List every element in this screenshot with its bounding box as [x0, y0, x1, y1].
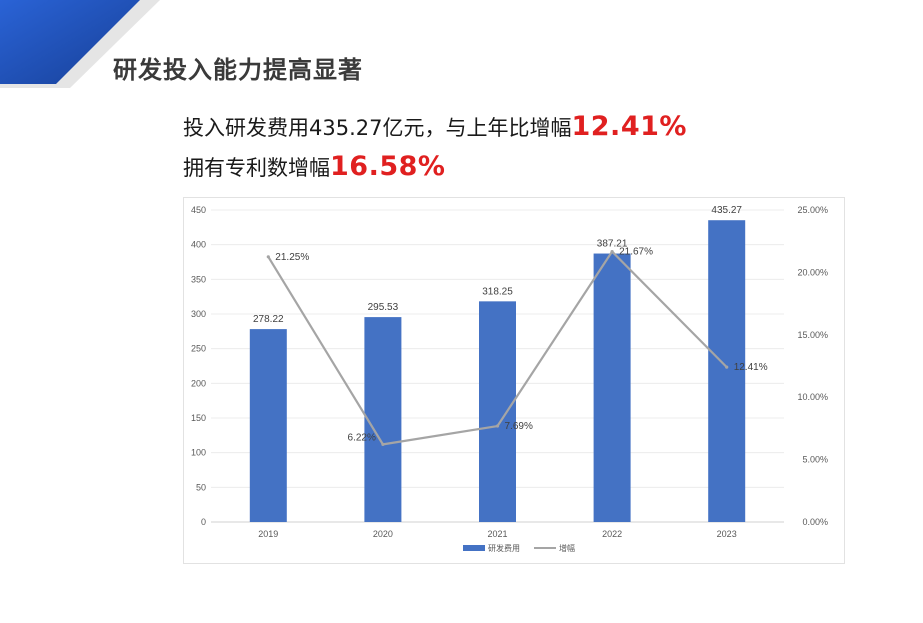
bar	[249, 329, 287, 522]
patent-headline: 拥有专利数增幅16.58%	[183, 151, 445, 182]
x-tick-label: 2023	[717, 529, 737, 539]
bar	[479, 301, 516, 522]
y-left-tick-label: 100	[191, 448, 206, 458]
y-right-tick-label: 10.00%	[797, 392, 828, 402]
growth-value-label: 12.41%	[734, 362, 768, 373]
bar-value-label: 318.25	[482, 286, 513, 297]
x-tick-label: 2021	[487, 529, 507, 539]
legend-line-label: 增幅	[559, 543, 575, 553]
y-left-tick-label: 350	[191, 274, 206, 284]
growth-value-label: 7.69%	[505, 421, 533, 432]
y-left-tick-label: 450	[191, 205, 206, 215]
y-left-tick-label: 200	[191, 378, 206, 388]
chart-svg: 0 50 100 150 200 250 300 350 400 450 0.00% 5.00% 10.…	[191, 205, 828, 553]
patent-text: 拥有专利数增幅	[183, 156, 330, 180]
y-right-tick-label: 25.00%	[797, 205, 828, 215]
y-left-tick-label: 250	[191, 344, 206, 354]
rd-investment-text: 投入研发费用435.27亿元，与上年比增幅	[183, 116, 572, 140]
bar-value-label: 278.22	[253, 314, 284, 325]
y-right-tick-label: 0.00%	[802, 517, 828, 527]
legend-bar-swatch	[463, 545, 485, 551]
bar	[593, 253, 631, 522]
growth-value-label: 6.22%	[348, 432, 376, 443]
x-tick-label: 2020	[373, 529, 393, 539]
bar-value-label: 295.53	[368, 302, 399, 313]
rd-growth-highlight: 12.41%	[571, 111, 687, 142]
y-left-tick-label: 400	[191, 240, 206, 250]
y-right-tick-label: 5.00%	[802, 455, 828, 465]
x-tick-label: 2019	[258, 529, 278, 539]
growth-point	[610, 249, 614, 254]
growth-point	[725, 365, 729, 369]
growth-value-label: 21.67%	[619, 247, 653, 258]
rd-expense-chart: 0 50 100 150 200 250 300 350 400 450 0.00% 5.00% 10.…	[183, 197, 845, 564]
rd-investment-headline: 投入研发费用435.27亿元，与上年比增幅12.41%	[183, 111, 687, 142]
legend-bar-label: 研发费用	[488, 543, 520, 553]
y-left-tick-label: 0	[201, 517, 206, 527]
growth-point	[381, 442, 385, 446]
y-right-tick-label: 15.00%	[797, 330, 828, 340]
title-banner-shape	[0, 0, 160, 88]
y-left-tick-label: 300	[191, 309, 206, 319]
bar	[708, 220, 746, 522]
growth-value-label: 21.25%	[275, 252, 309, 263]
y-left-tick-label: 150	[191, 413, 206, 423]
patent-growth-highlight: 16.58%	[330, 151, 446, 182]
y-left-tick-label: 50	[196, 482, 206, 492]
growth-point	[266, 255, 270, 259]
growth-point	[495, 424, 500, 428]
slide-title: 研发投入能力提高显著	[113, 56, 363, 84]
x-tick-label: 2022	[602, 529, 622, 539]
bar-value-label: 435.27	[711, 205, 742, 216]
bar	[364, 317, 402, 522]
bar-value-label: 387.21	[597, 239, 628, 250]
y-right-tick-label: 20.00%	[797, 267, 828, 277]
